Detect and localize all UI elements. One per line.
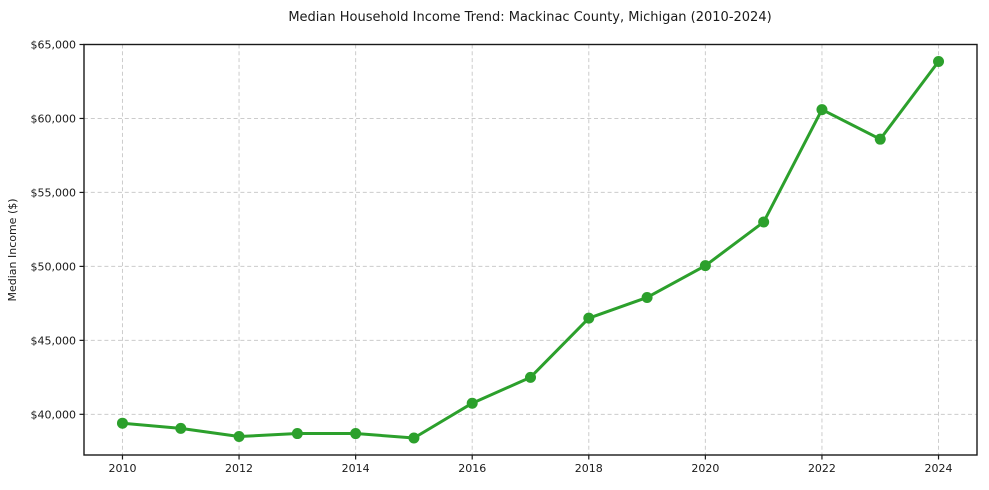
data-point-2020: [699, 260, 711, 272]
data-point-2015: [408, 432, 420, 444]
data-point-2012: [233, 431, 245, 443]
plot-border: [83, 43, 978, 456]
x-tick-label: 2014: [342, 462, 370, 475]
grid-layer: [84, 44, 977, 455]
y-tick-label: $55,000: [31, 186, 77, 199]
data-point-2010: [116, 417, 128, 429]
y-tick-label: $40,000: [31, 408, 77, 421]
data-point-2021: [758, 216, 770, 228]
series-layer: [116, 56, 945, 444]
data-point-2013: [291, 428, 303, 440]
y-tick-label: $65,000: [31, 39, 77, 52]
data-point-2024: [933, 56, 945, 68]
data-point-2014: [350, 428, 362, 440]
x-tick-label: 2010: [108, 462, 136, 475]
x-tick-label: 2020: [691, 462, 719, 475]
x-tick-label: 2016: [458, 462, 486, 475]
y-tick-label: $45,000: [31, 334, 77, 347]
data-point-2023: [874, 133, 886, 145]
y-tick-label: $50,000: [31, 260, 77, 273]
data-point-2011: [175, 422, 187, 434]
chart-title: Median Household Income Trend: Mackinac …: [288, 10, 771, 25]
y-tick-label: $60,000: [31, 112, 77, 125]
data-point-2016: [466, 397, 478, 409]
x-tick-label: 2024: [925, 462, 953, 475]
data-point-2022: [816, 104, 828, 116]
y-axis-label: Median Income ($): [6, 198, 19, 301]
x-tick-label: 2018: [575, 462, 603, 475]
data-point-2017: [525, 371, 536, 383]
x-tick-label: 2022: [808, 462, 836, 475]
axes-layer: $40,000 $45,000 $50,000 $55,000 $60,000 $65,0…: [31, 39, 978, 475]
x-tick-label: 2012: [225, 462, 253, 475]
data-point-2018: [583, 312, 595, 324]
data-point-2019: [641, 291, 653, 303]
